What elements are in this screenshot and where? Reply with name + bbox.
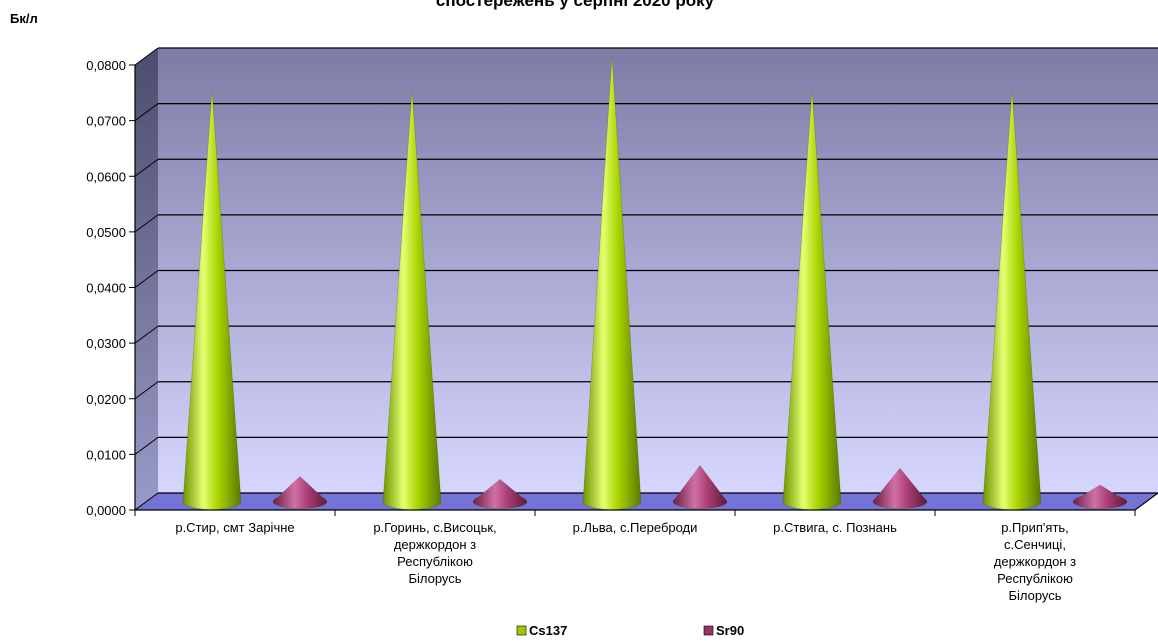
x-category-label: р.Льва, с.Переброди bbox=[573, 520, 698, 535]
y-tick-label: 0,0400 bbox=[86, 281, 126, 296]
x-axis: р.Стир, смт Зарічне р.Горинь, с.Висоцьк, д… bbox=[134, 510, 1136, 603]
y-tick-label: 0,0000 bbox=[86, 503, 126, 518]
cone-cs137 bbox=[182, 89, 242, 510]
y-tick-label: 0,0800 bbox=[86, 58, 126, 73]
gridline-side bbox=[134, 270, 159, 288]
y-tick-label: 0,0700 bbox=[86, 114, 126, 129]
data-marks bbox=[182, 56, 1128, 510]
cone-sr90 bbox=[472, 478, 528, 509]
cone-sr90 bbox=[272, 476, 328, 509]
cone-cs137 bbox=[582, 56, 642, 510]
y-tick-label: 0,0600 bbox=[86, 169, 126, 184]
chart-title: спостережень у серпні 2020 року bbox=[436, 0, 715, 10]
y-tick-label: 0,0200 bbox=[86, 392, 126, 407]
gridlines bbox=[134, 47, 1158, 511]
gridline-side bbox=[134, 381, 159, 400]
legend-swatch-sr90 bbox=[703, 625, 714, 636]
legend-label-sr90: Sr90 bbox=[716, 623, 744, 638]
cone-cs137 bbox=[782, 89, 842, 510]
gridline-side bbox=[134, 492, 159, 511]
legend: Cs137 Sr90 bbox=[516, 623, 744, 638]
y-axis-unit: Бк/л bbox=[10, 11, 38, 26]
y-tick-label: 0,0500 bbox=[86, 225, 126, 240]
y-axis: 0,0000 0,0100 0,0200 0,0300 0,0400 0,0500 0,06… bbox=[86, 58, 1158, 518]
cone-sr90 bbox=[1072, 484, 1128, 509]
cone-sr90 bbox=[872, 467, 928, 509]
gridline-side bbox=[134, 436, 159, 455]
cone-cs137 bbox=[382, 89, 442, 510]
gridline-side bbox=[134, 103, 159, 122]
cone-sr90 bbox=[672, 464, 728, 509]
gridline-side bbox=[134, 325, 159, 344]
gridline-side bbox=[134, 47, 159, 66]
y-tick-label: 0,0100 bbox=[86, 447, 126, 462]
floor-edge bbox=[1134, 492, 1158, 511]
cone-cs137 bbox=[982, 89, 1042, 510]
gridline-side bbox=[134, 214, 159, 233]
x-category-label: р.Стир, смт Зарічне bbox=[175, 520, 294, 535]
x-category-label: р.Горинь, с.Висоцьк, держкордон з Республі… bbox=[373, 520, 496, 586]
legend-label-cs137: Cs137 bbox=[529, 623, 567, 638]
x-category-label: р.Прип'ять, с.Сенчиці, держкордон з Республ… bbox=[994, 520, 1076, 603]
y-tick-label: 0,0300 bbox=[86, 336, 126, 351]
legend-swatch-cs137 bbox=[516, 625, 527, 636]
gridline-side bbox=[134, 158, 159, 177]
x-category-label: р.Ствига, с. Познань bbox=[773, 520, 897, 535]
